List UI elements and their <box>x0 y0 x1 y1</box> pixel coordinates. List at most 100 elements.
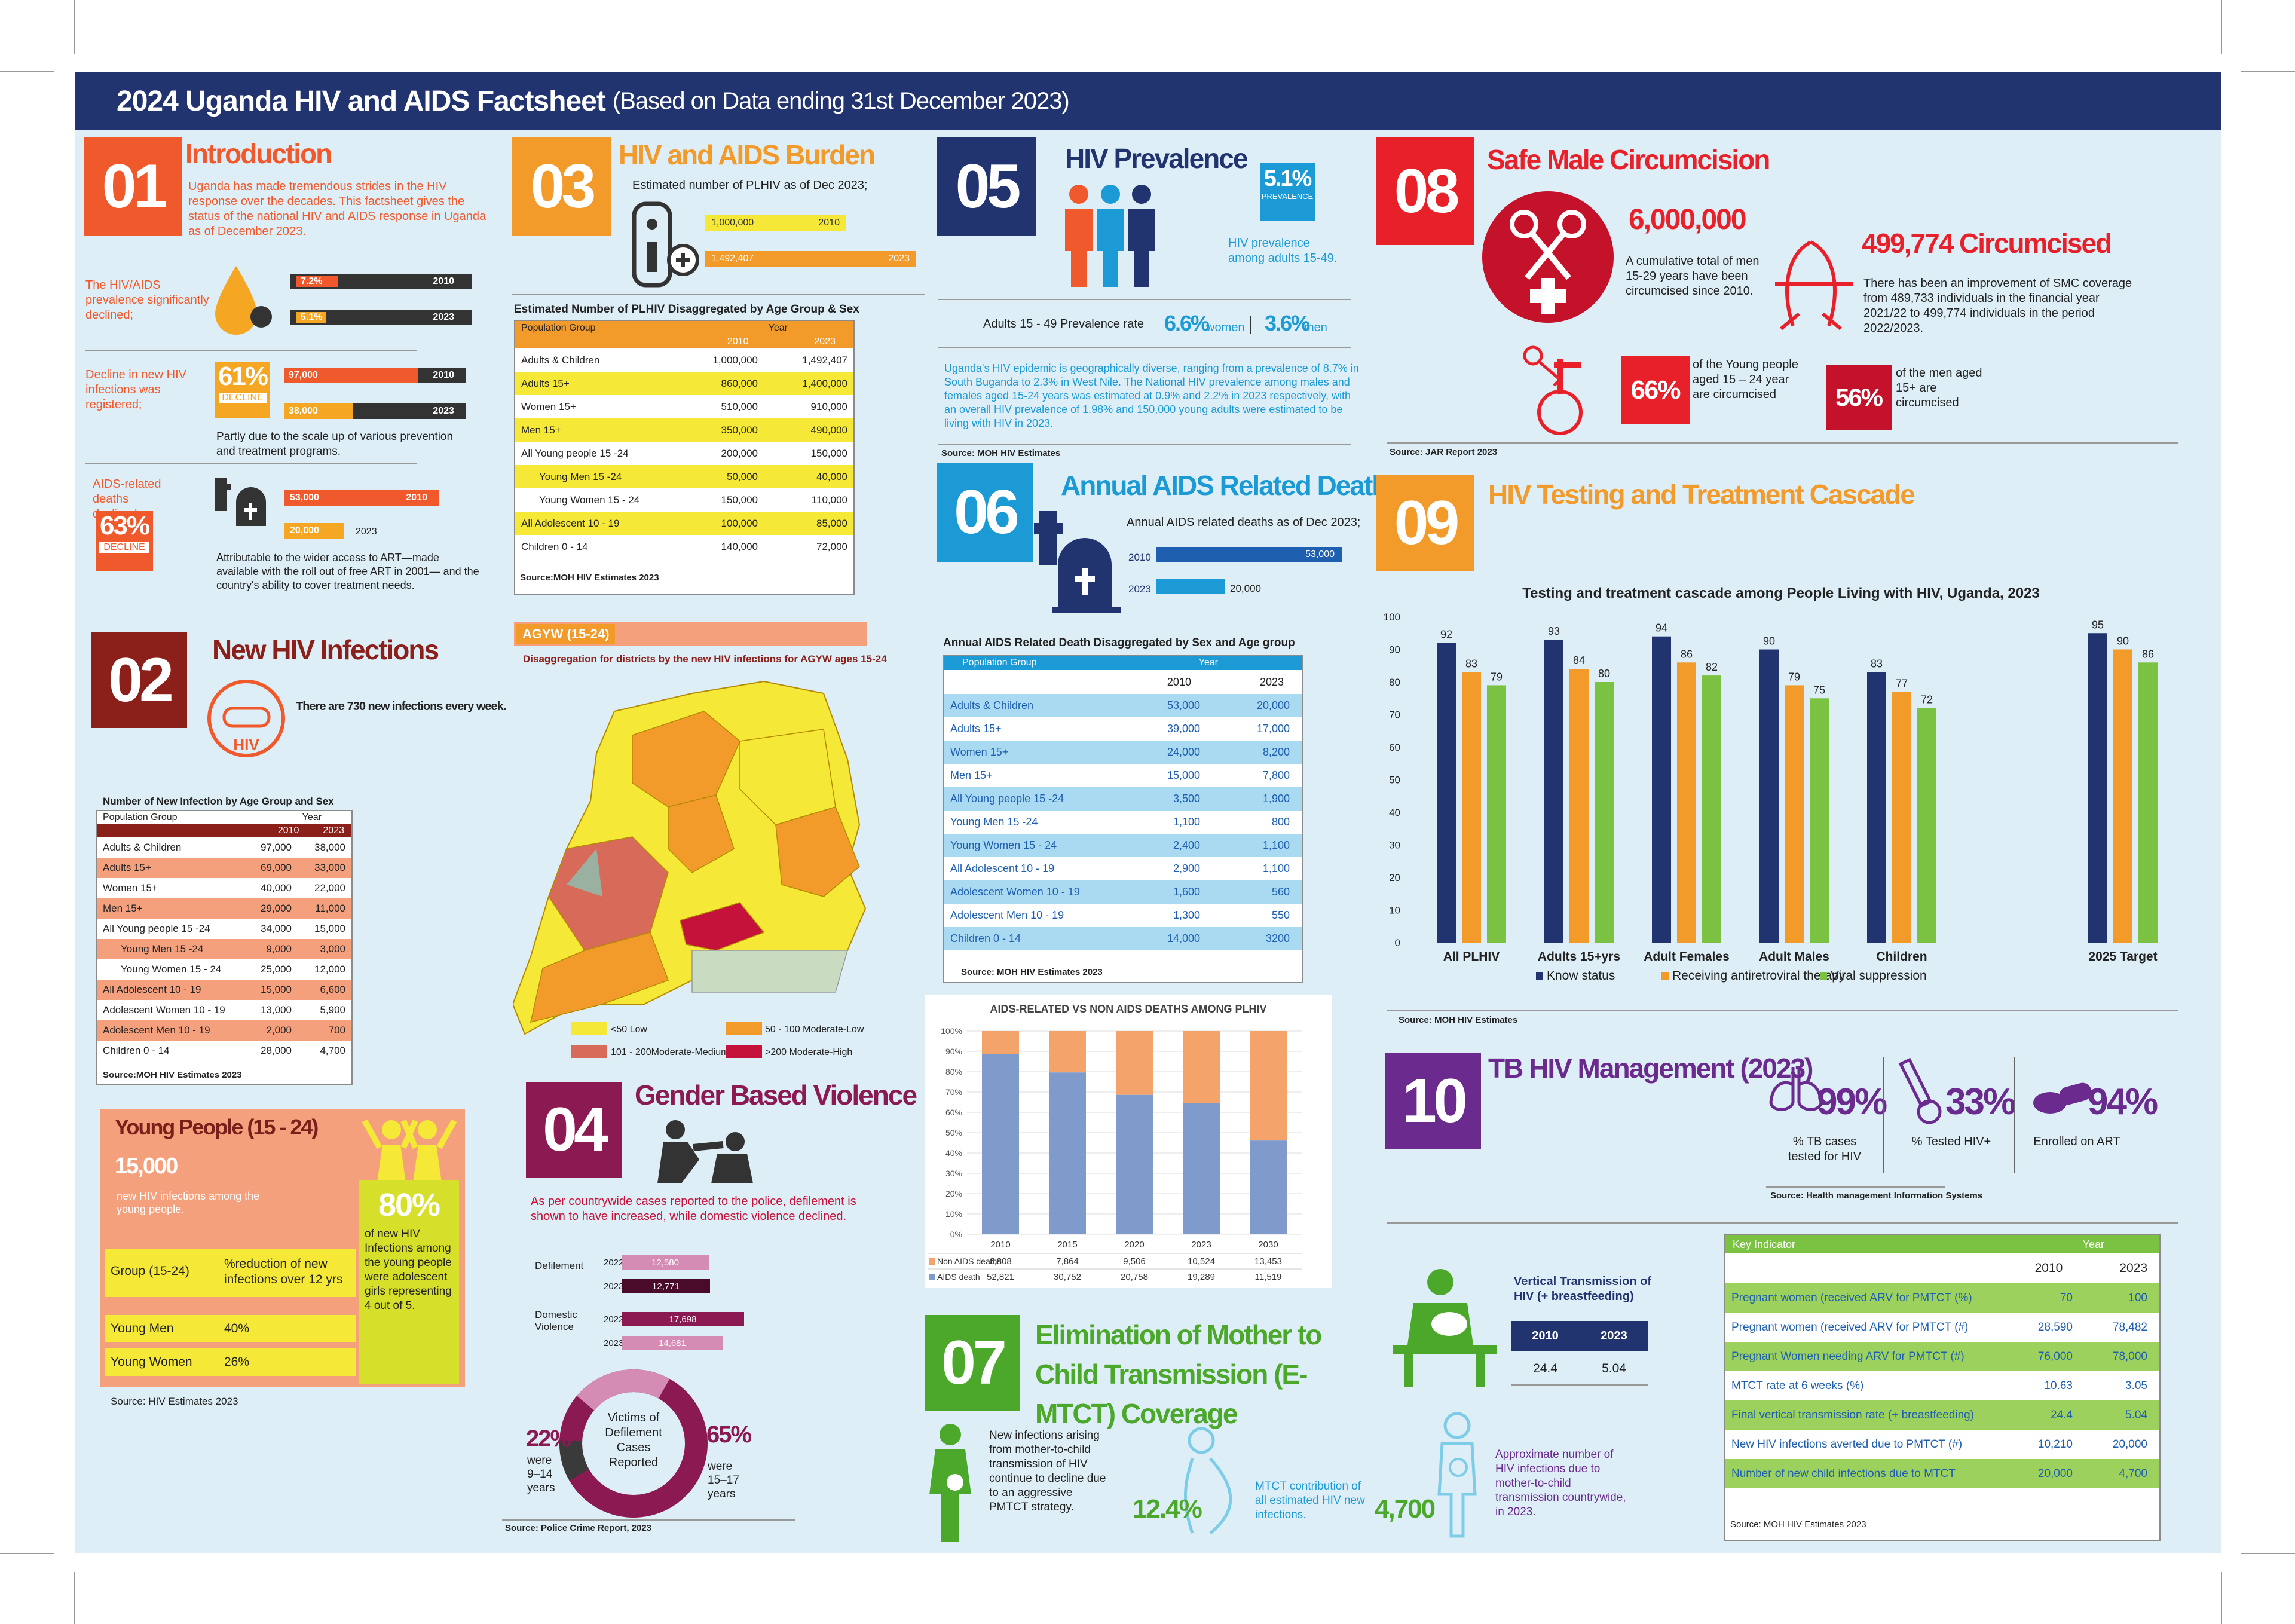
cascade-y-tick: 80 <box>1389 677 1400 688</box>
prevalence-badge-text: HIV prevalence among adults 15-49. <box>1228 237 1338 265</box>
cascade-y-tick: 10 <box>1389 905 1400 916</box>
row-value-2010: 860,000 <box>721 377 758 389</box>
table-row: Children 0 - 14 28,000 4,700 <box>97 1041 351 1061</box>
legend-swatch-aids <box>929 1274 935 1280</box>
row-label: Men 15+ <box>521 424 561 436</box>
section-09-number: 09 <box>1376 475 1474 571</box>
row-value-2010: 34,000 <box>261 923 292 934</box>
deaths-stack-chart: 100% 90% 80% 70% 60% 50% 40% 30% 20% 10% 0% 2010 6,8… <box>928 1026 1302 1282</box>
row-value-2010: 69,000 <box>261 862 292 873</box>
col-group-header: Population Group <box>521 323 596 333</box>
row-value-2023: 78,482 <box>2112 1320 2147 1334</box>
divider <box>2014 1057 2015 1173</box>
row-label: All Adolescent 10 - 19 <box>521 517 620 529</box>
cascade-bar <box>1892 692 1911 943</box>
divider <box>1511 1384 1648 1386</box>
table-row: Pregnant women (received ARV for PMTCT (… <box>1725 1283 2159 1313</box>
aids-bar <box>982 1054 1019 1234</box>
legend-swatch-modhigh <box>726 1045 762 1058</box>
section-01-heading: Introduction <box>185 138 332 169</box>
cascade-x-tick: 2025 Target <box>2088 950 2157 964</box>
row-value-2010: 100,000 <box>721 517 758 529</box>
divider <box>1250 316 1251 334</box>
ki-year-header: Year <box>2082 1238 2104 1250</box>
row-label: Men 15+ <box>103 903 143 914</box>
table-row: Number of new child infections due to MT… <box>1725 1459 2159 1488</box>
table-row: Men 15+ 29,000 11,000 <box>97 898 351 919</box>
col-2023-header: 2023 <box>323 825 344 836</box>
vt-title: Vertical Transmission of HIV (+ breastfe… <box>1514 1275 1652 1303</box>
infections-note: Partly due to the scale up of various pr… <box>216 430 454 458</box>
women-label: women <box>1206 321 1245 334</box>
cascade-y-tick: 70 <box>1389 709 1400 721</box>
row-value-2023: 12,000 <box>314 964 345 975</box>
row-value-2023: 5,900 <box>320 1004 345 1016</box>
stack-y-tick: 90% <box>945 1047 962 1056</box>
row-value-2010: 14,000 <box>1167 932 1200 944</box>
deaths-decline-label: DECLINE <box>99 542 149 553</box>
divider <box>938 444 1351 445</box>
gbv-bar: 17,698 <box>622 1312 744 1326</box>
section-08-heading: Safe Male Circumcision <box>1487 144 1770 175</box>
prevalence-badge: 5.1% PREVALENCE <box>1260 163 1315 221</box>
row-label: Pregnant women (received ARV for PMTCT (… <box>1731 1291 1972 1304</box>
aids-value: 30,752 <box>1054 1272 1081 1282</box>
intro-text: Uganda has made tremendous strides in th… <box>188 180 486 238</box>
deaths-2010-year: 2010 <box>1128 552 1151 563</box>
section-07-number: 07 <box>925 1315 1020 1411</box>
plhiv-table-body: Adults & Children 1,000,000 1,492,407 Adult… <box>515 348 853 558</box>
row-value-2023: 6,600 <box>320 984 345 995</box>
gbv-bar-year: 2022 <box>604 1258 624 1268</box>
deaths-note: Attributable to the wider access to ART—… <box>216 552 479 591</box>
table-row: All Young people 15 -24 200,000 150,000 <box>515 442 853 465</box>
row-value-2010: 1,100 <box>1173 816 1200 828</box>
young-table-header: Group (15-24) %reduction of new infectio… <box>105 1249 356 1297</box>
row-value-2010: 350,000 <box>721 424 758 436</box>
row-value-2010: 1,000,000 <box>712 354 758 366</box>
cascade-legend-swatch <box>1820 972 1827 980</box>
col-2023-header: 2023 <box>814 337 836 347</box>
s08-source: Source: JAR Report 2023 <box>1390 447 1498 457</box>
cascade-bar <box>1544 640 1563 943</box>
row-value-2023: 7,800 <box>1262 769 1290 781</box>
deaths-decline-badge: 63% DECLINE <box>96 511 153 571</box>
infections-decline-label: DECLINE <box>219 393 267 403</box>
gbv-bar: 12,771 <box>622 1279 710 1293</box>
gbv-bar-year: 2023 <box>604 1338 624 1348</box>
row-value-2010: 15,000 <box>261 984 292 995</box>
row-value-2023: 33,000 <box>314 862 345 873</box>
table-row: All Young people 15 -24 34,000 15,000 <box>97 919 351 939</box>
prevalence-rate-label: Adults 15 - 49 Prevalence rate <box>983 317 1145 331</box>
s06-source: Source: MOH HIV Estimates 2023 <box>961 967 1103 977</box>
row-value-2023: 150,000 <box>810 447 847 459</box>
young-source: Source: HIV Estimates 2023 <box>111 1396 238 1407</box>
donut-center-text: Victims of Defilement Cases Reported <box>605 1411 662 1469</box>
table-row: All Adolescent 10 - 19 15,000 6,600 <box>97 980 351 1000</box>
aids-bar <box>1116 1094 1153 1234</box>
pills-icon <box>2033 1082 2092 1114</box>
section-06-heading: Annual AIDS Related Death <box>1061 470 1388 501</box>
col-year-header: Year <box>768 323 788 333</box>
col-year-header: Year <box>302 812 322 822</box>
row-value-2023: 100 <box>2128 1291 2147 1304</box>
cascade-bar-label: 75 <box>1813 684 1825 696</box>
prevalence-badge-value: 5.1% <box>1263 166 1312 191</box>
gravestone-icon <box>215 478 266 526</box>
crop-mark <box>74 0 75 54</box>
prev-2023-value: 5.1% <box>296 312 326 323</box>
new-infections-table-frame: Population Group Year 2010 2023 Adults &… <box>96 810 353 1085</box>
row-label: Adults 15+ <box>950 723 1002 735</box>
cascade-y-tick: 0 <box>1395 937 1400 949</box>
burden-2010-year: 2010 <box>818 218 840 228</box>
cascade-legend-swatch <box>1661 972 1669 980</box>
cascade-x-tick: Adult Males <box>1759 950 1829 964</box>
cascade-legend-label: Viral suppression <box>1831 969 1927 983</box>
razor-icon <box>1523 345 1583 435</box>
row-label: Adolescent Men 10 - 19 <box>103 1024 210 1036</box>
row-value-2010: 15,000 <box>1167 769 1200 781</box>
inf-2010-year: 2010 <box>433 370 454 380</box>
cascade-bar-label: 90 <box>2117 635 2129 647</box>
col-group-header: Population Group <box>103 812 178 822</box>
table-row: Young Men 15 -24 1,100 800 <box>944 811 1302 834</box>
breastfeeding-icon <box>1393 1269 1497 1387</box>
